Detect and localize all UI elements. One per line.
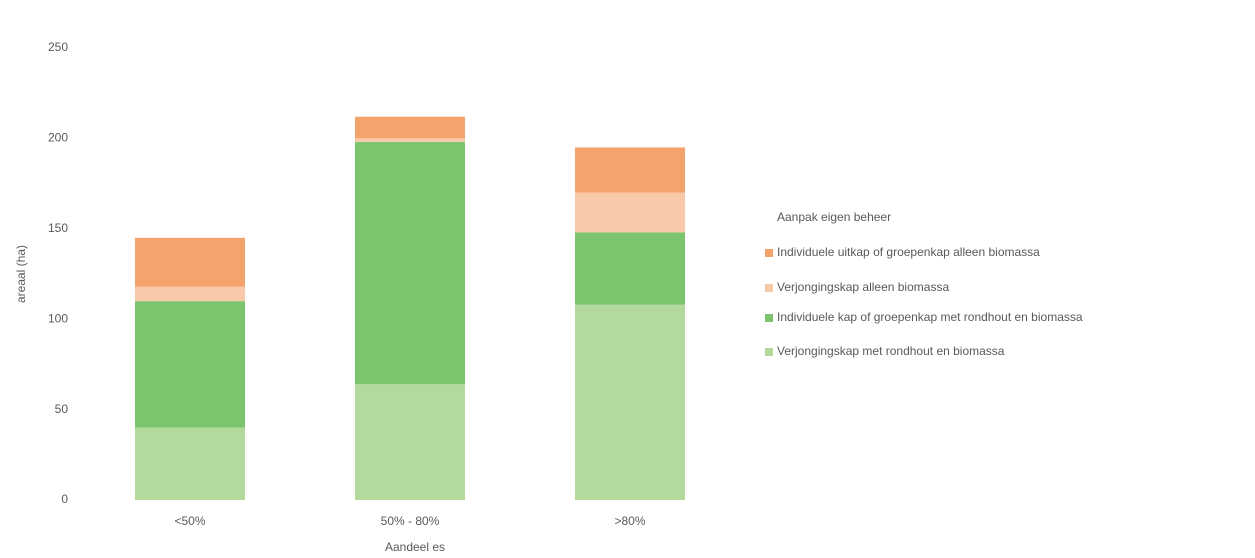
legend-title: Aanpak eigen beheer — [777, 210, 891, 224]
y-tick-label: 50 — [55, 402, 69, 416]
bar-segment — [575, 192, 685, 233]
bar-segment — [575, 304, 685, 500]
bar-segment — [135, 427, 245, 500]
y-tick-label: 150 — [48, 221, 68, 235]
bar-segment — [135, 237, 245, 287]
legend-swatch — [765, 284, 773, 292]
x-tick-label: 50% - 80% — [381, 514, 440, 528]
legend-label: Individuele kap of groepenkap met rondho… — [777, 310, 1083, 324]
y-axis-label: areaal (ha) — [14, 245, 28, 303]
bar-segment — [135, 286, 245, 302]
bar-segment — [575, 232, 685, 305]
x-tick-label: >80% — [614, 514, 645, 528]
bar-segment — [355, 138, 465, 143]
bar-segment — [575, 147, 685, 193]
legend-swatch — [765, 348, 773, 356]
y-tick-label: 0 — [61, 492, 68, 506]
bar-segment — [135, 301, 245, 428]
bar-segment — [355, 384, 465, 500]
legend-label: Verjongingskap met rondhout en biomassa — [777, 344, 1005, 358]
legend-swatch — [765, 249, 773, 257]
x-tick-label: <50% — [174, 514, 205, 528]
legend-label: Verjongingskap alleen biomassa — [777, 280, 949, 294]
bar-segment — [355, 116, 465, 139]
y-tick-label: 200 — [48, 131, 68, 145]
legend-swatch — [765, 314, 773, 322]
y-tick-label: 250 — [48, 40, 68, 54]
legend-label: Individuele uitkap of groepenkap alleen … — [777, 245, 1040, 259]
bar-segment — [355, 142, 465, 385]
x-axis-label: Aandeel es — [385, 540, 445, 554]
y-tick-label: 100 — [48, 311, 68, 325]
